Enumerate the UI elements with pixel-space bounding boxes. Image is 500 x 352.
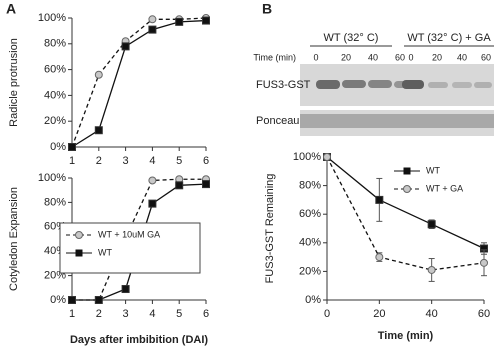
y-tick-label: 80% <box>299 180 321 192</box>
x-tick-label: 0 <box>324 308 330 320</box>
y-tick-label: 80% <box>44 38 66 50</box>
legend-label: WT + 10uM GA <box>98 229 160 239</box>
y-tick-label: 100% <box>293 151 321 163</box>
y-axis-label: Radicle protrusion <box>8 38 20 127</box>
blot-image <box>300 64 494 136</box>
time-value: 60 <box>395 52 405 62</box>
marker <box>480 258 488 267</box>
x-tick-label: 4 <box>149 155 155 167</box>
marker <box>375 253 384 262</box>
legend-marker <box>75 231 83 239</box>
y-tick-label: 100% <box>38 172 66 184</box>
marker <box>68 143 76 151</box>
marker <box>148 176 157 185</box>
series-line <box>326 156 485 271</box>
legend-label: WT <box>426 165 440 175</box>
x-tick-label: 5 <box>176 155 182 167</box>
marker <box>175 17 184 26</box>
x-tick-label: 60 <box>478 308 490 320</box>
series-line <box>71 19 207 148</box>
series-line <box>326 156 485 250</box>
series-line <box>71 17 207 148</box>
marker <box>148 15 157 24</box>
time-value: 0 <box>313 52 318 62</box>
y-tick-label: 20% <box>299 265 321 277</box>
y-tick-label: 20% <box>44 115 66 127</box>
time-value: 60 <box>481 52 491 62</box>
y-axis-label: Cotyledon Expansion <box>8 187 20 291</box>
y-tick-label: 40% <box>44 89 66 101</box>
marker <box>148 199 157 208</box>
time-value: 20 <box>432 52 442 62</box>
marker <box>121 42 130 51</box>
group-label: WT (32° C) + GA <box>407 32 491 44</box>
legend-marker <box>403 167 411 175</box>
x-tick-label: 1 <box>69 308 75 320</box>
x-tick-label: 2 <box>96 155 102 167</box>
x-tick-label: 20 <box>373 308 385 320</box>
time-value: 40 <box>457 52 467 62</box>
y-tick-label: 60% <box>299 208 321 220</box>
x-tick-label: 5 <box>176 308 182 320</box>
time-value: 0 <box>408 52 413 62</box>
time-value: 40 <box>368 52 378 62</box>
x-axis-label: Time (min) <box>378 330 434 342</box>
legend-marker <box>75 249 83 257</box>
legend-label: WT <box>98 247 112 257</box>
y-tick-label: 60% <box>44 64 66 76</box>
time-label: Time (min) <box>253 52 296 62</box>
marker <box>323 153 331 161</box>
marker <box>121 285 130 294</box>
group-label: WT (32° C) <box>324 32 379 44</box>
marker <box>94 70 103 79</box>
panel-label: A <box>6 1 16 17</box>
x-tick-label: 2 <box>96 308 102 320</box>
x-tick-label: 4 <box>149 308 155 320</box>
time-value: 20 <box>341 52 351 62</box>
marker <box>94 296 103 304</box>
marker <box>375 195 384 204</box>
row-label: Ponceau <box>256 115 299 127</box>
y-axis-label: FUS3-GST Remaining <box>264 174 276 284</box>
x-axis-label: Days after imbibition (DAI) <box>70 334 208 346</box>
marker <box>94 126 103 135</box>
y-tick-label: 0% <box>50 141 66 153</box>
x-tick-label: 1 <box>69 155 75 167</box>
y-tick-label: 40% <box>299 237 321 249</box>
marker <box>148 25 157 34</box>
legend-marker <box>403 185 411 193</box>
x-tick-label: 40 <box>426 308 438 320</box>
panel-label: B <box>262 1 272 17</box>
x-tick-label: 6 <box>203 155 209 167</box>
marker <box>68 296 76 304</box>
marker <box>202 180 210 189</box>
row-label: FUS3-GST <box>256 79 311 91</box>
x-tick-label: 3 <box>123 155 129 167</box>
y-tick-label: 0% <box>305 294 321 306</box>
y-tick-label: 80% <box>44 196 66 208</box>
x-tick-label: 6 <box>203 308 209 320</box>
marker <box>427 220 436 229</box>
legend-label: WT + GA <box>426 183 463 193</box>
marker <box>427 265 436 274</box>
marker <box>202 16 210 25</box>
y-tick-label: 0% <box>50 294 66 306</box>
marker <box>175 181 184 190</box>
legend-box <box>59 222 201 274</box>
x-tick-label: 3 <box>123 308 129 320</box>
y-tick-label: 100% <box>38 12 66 24</box>
